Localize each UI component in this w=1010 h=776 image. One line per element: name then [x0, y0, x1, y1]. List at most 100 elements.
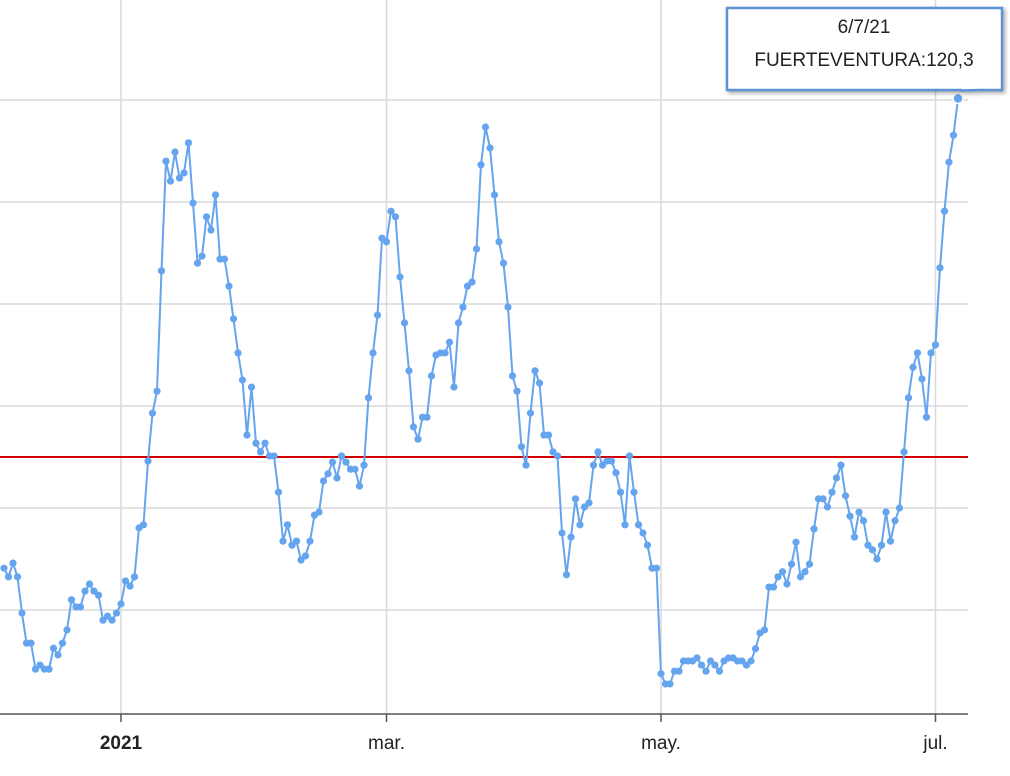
- data-point: [886, 537, 895, 545]
- data-point: [945, 158, 953, 166]
- data-point: [198, 252, 206, 260]
- data-point: [828, 488, 836, 496]
- data-point: [949, 131, 958, 139]
- data-point: [27, 639, 35, 647]
- data-point: [76, 603, 85, 611]
- x-tick-label: 2021: [100, 733, 143, 754]
- data-point: [202, 213, 211, 221]
- data-point: [234, 349, 242, 357]
- data-point: [850, 533, 859, 541]
- x-tick-label: jul.: [922, 733, 947, 754]
- data-point: [144, 457, 152, 465]
- data-point: [445, 338, 454, 346]
- data-point: [112, 609, 121, 617]
- data-point: [576, 521, 584, 529]
- data-point: [927, 349, 935, 357]
- data-point: [387, 207, 395, 215]
- data-point: [544, 431, 553, 439]
- data-point: [508, 372, 517, 380]
- data-point: [18, 609, 26, 617]
- data-point: [652, 564, 661, 572]
- data-point: [193, 259, 202, 267]
- data-point: [207, 226, 215, 234]
- data-point: [562, 571, 571, 579]
- data-point: [117, 600, 125, 608]
- data-point: [571, 495, 580, 503]
- data-point: [666, 680, 674, 688]
- data-point: [279, 537, 287, 545]
- data-point: [801, 568, 809, 576]
- data-point: [535, 379, 544, 387]
- data-point: [319, 477, 328, 485]
- data-point: [184, 139, 193, 147]
- tooltip: 6/7/21 FUERTEVENTURA:120,3: [725, 6, 1004, 92]
- data-point: [841, 492, 850, 500]
- data-point: [0, 564, 8, 572]
- data-point: [409, 423, 418, 431]
- data-point: [333, 474, 341, 482]
- data-point: [774, 573, 782, 581]
- data-point: [400, 319, 409, 327]
- data-point: [306, 537, 314, 545]
- data-point: [585, 499, 593, 507]
- data-point: [414, 435, 422, 443]
- data-point: [315, 508, 323, 516]
- data-point: [396, 273, 404, 281]
- data-point: [715, 667, 724, 675]
- data-point: [936, 264, 944, 272]
- data-point: [531, 367, 539, 375]
- data-point: [9, 559, 17, 567]
- data-point: [364, 394, 373, 402]
- data-point: [67, 596, 76, 604]
- data-point: [940, 207, 949, 215]
- highlight-point: [952, 92, 964, 105]
- data-point: [697, 661, 706, 669]
- tooltip-text: FUERTEVENTURA:120,3: [754, 50, 973, 71]
- data-point: [351, 465, 359, 473]
- data-point: [837, 461, 845, 469]
- data-point: [873, 555, 881, 563]
- data-point: [810, 525, 818, 533]
- data-point: [283, 521, 292, 529]
- data-point: [630, 488, 638, 496]
- data-point: [189, 199, 197, 207]
- data-point: [846, 512, 854, 520]
- data-point: [4, 573, 13, 581]
- data-point: [13, 573, 22, 581]
- data-point: [369, 349, 377, 357]
- tooltip-box: [725, 6, 1004, 92]
- data-point: [832, 474, 841, 482]
- data-point: [252, 439, 260, 447]
- data-point: [175, 174, 184, 182]
- data-point: [747, 657, 755, 665]
- data-point: [301, 552, 310, 560]
- data-point: [58, 639, 67, 647]
- data-point: [792, 538, 800, 546]
- data-point: [405, 367, 413, 375]
- data-point: [243, 431, 251, 439]
- data-point: [504, 303, 512, 311]
- data-point: [760, 626, 769, 634]
- x-tick-label: mar.: [368, 733, 405, 754]
- data-point: [607, 457, 616, 465]
- data-point: [423, 413, 431, 421]
- data-point: [229, 315, 238, 323]
- data-point: [495, 238, 503, 246]
- data-point: [639, 529, 647, 537]
- data-point: [148, 409, 157, 417]
- data-point: [261, 439, 269, 447]
- data-point: [675, 667, 683, 675]
- data-point: [459, 303, 467, 311]
- data-point: [153, 387, 161, 395]
- data-point: [913, 349, 922, 357]
- data-point: [337, 452, 346, 460]
- data-point: [238, 376, 247, 384]
- data-point: [855, 508, 863, 516]
- data-point: [126, 582, 134, 590]
- data-point: [166, 177, 175, 185]
- data-point: [922, 413, 931, 421]
- data-point: [391, 213, 400, 221]
- data-point: [522, 461, 530, 469]
- data-point: [805, 560, 814, 568]
